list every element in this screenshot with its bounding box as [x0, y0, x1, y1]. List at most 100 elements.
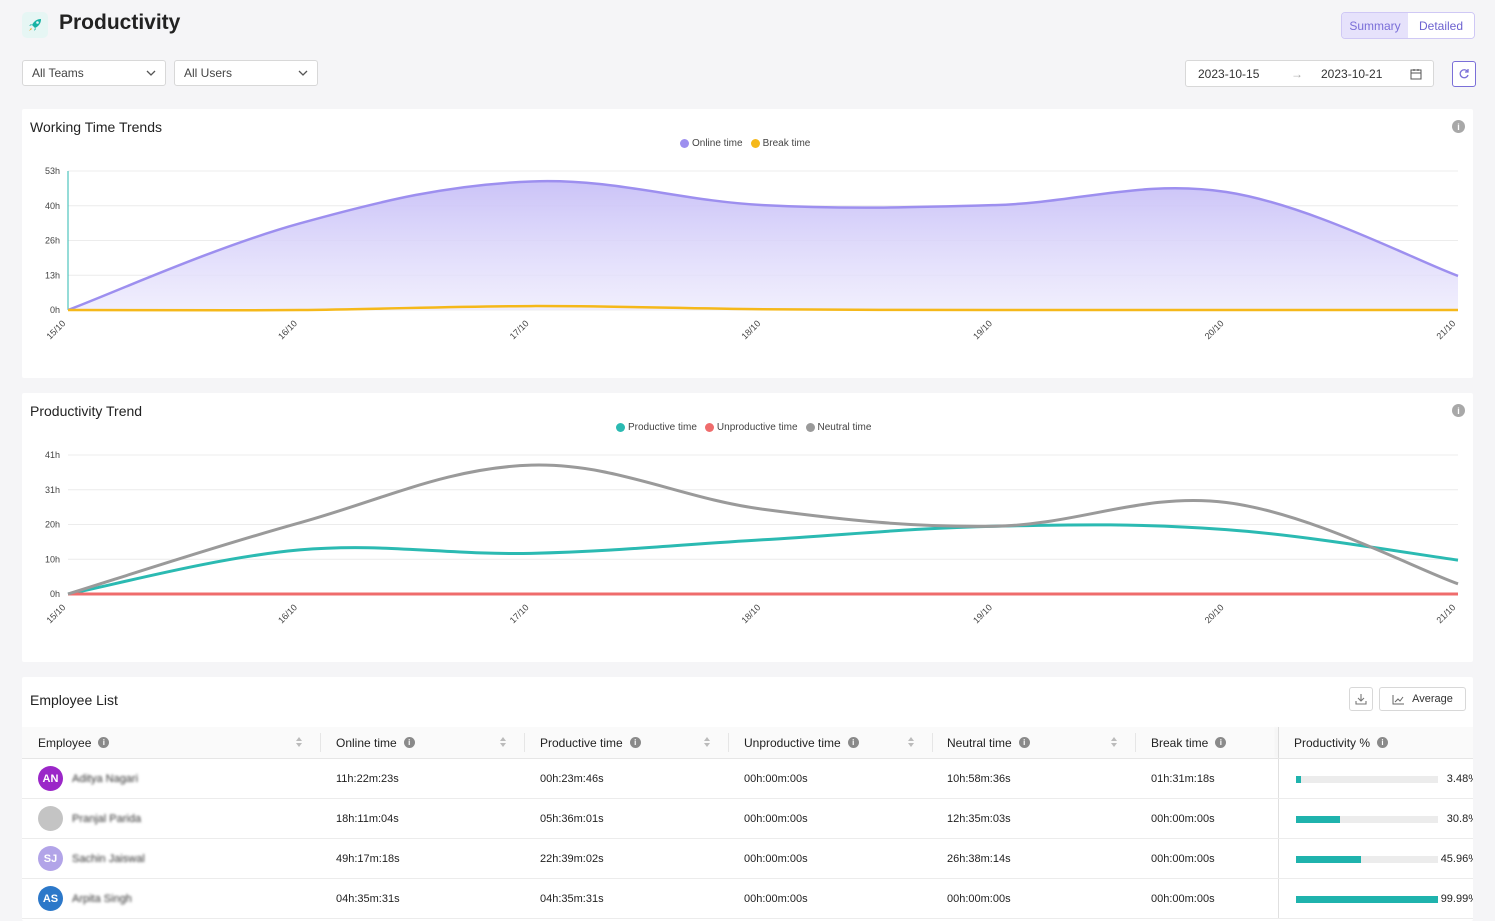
productivity-percent: 99.99% — [1440, 892, 1473, 905]
productive-time-cell: 04h:35m:31s — [540, 892, 604, 905]
neutral-time-cell: 26h:38m:14s — [947, 852, 1011, 865]
productivity-cell: 45.96% — [1278, 839, 1473, 878]
table-row[interactable]: Pranjal Parida 18h:11m:04s 05h:36m:01s 00h:… — [22, 799, 1473, 839]
summary-tab[interactable]: Summary — [1342, 13, 1408, 38]
employee-cell[interactable]: AS Arpita Singh — [38, 879, 132, 918]
info-icon[interactable]: i — [98, 737, 110, 748]
legend-break-time[interactable]: Break time — [750, 138, 810, 149]
calendar-icon — [1410, 69, 1422, 80]
column-employee[interactable]: Employee i — [38, 727, 110, 758]
info-icon[interactable]: i — [847, 737, 859, 748]
productivity-cell: 30.8% — [1278, 799, 1473, 838]
unproductive-time-cell: 00h:00m:00s — [744, 812, 808, 825]
column-break-time[interactable]: Break time i — [1151, 727, 1227, 758]
info-icon[interactable]: i — [1452, 404, 1465, 417]
sort-icon[interactable] — [907, 736, 915, 748]
employee-cell[interactable]: AN Aditya Nagari — [38, 759, 138, 798]
start-date[interactable]: 2023-10-15 — [1198, 67, 1260, 81]
legend-label: Unproductive time — [716, 422, 798, 433]
download-icon — [1355, 694, 1367, 705]
productivity-trend-chart: 0h 10h 20h 31h 41h 15/10 16/10 17/10 18/10 19/10 2… — [44, 450, 1459, 625]
info-icon[interactable]: i — [1215, 737, 1227, 748]
x-tick-label: 21/10 — [1434, 318, 1457, 341]
progress-bar-fill — [1296, 776, 1301, 783]
average-button[interactable]: Average — [1379, 687, 1466, 711]
x-tick-label: 17/10 — [508, 318, 531, 341]
progress-bar-track — [1296, 776, 1438, 783]
info-icon[interactable]: i — [629, 737, 641, 748]
info-icon[interactable]: i — [1377, 737, 1389, 748]
sort-icon[interactable] — [499, 736, 507, 748]
column-divider — [728, 733, 729, 752]
column-neutral-time[interactable]: Neutral time i — [947, 727, 1030, 758]
employee-name[interactable]: Sachin Jaiswal — [72, 852, 145, 865]
info-icon[interactable]: i — [1018, 737, 1030, 748]
column-divider — [320, 733, 321, 752]
progress-bar-fill — [1296, 896, 1438, 903]
working-time-legend: Online time Break time — [680, 138, 810, 149]
productivity-trend-card: Productivity Trend i Productive time Unp… — [22, 393, 1473, 662]
legend-productive-time[interactable]: Productive time — [616, 422, 697, 433]
employee-cell[interactable]: SJ Sachin Jaiswal — [38, 839, 145, 878]
legend-dot — [805, 423, 815, 432]
neutral-time-cell: 12h:35m:03s — [947, 812, 1011, 825]
unproductive-time-cell: 00h:00m:00s — [744, 772, 808, 785]
productivity-percent: 30.8% — [1446, 812, 1473, 825]
legend-label: Neutral time — [817, 422, 872, 433]
break-time-cell: 00h:00m:00s — [1151, 892, 1215, 905]
column-unproductive-time[interactable]: Unproductive time i — [744, 727, 859, 758]
break-time-cell: 00h:00m:00s — [1151, 812, 1215, 825]
column-productivity-pct[interactable]: Productivity % i — [1294, 727, 1389, 758]
column-productive-time[interactable]: Productive time i — [540, 727, 641, 758]
chevron-down-icon — [298, 70, 308, 76]
y-tick-label: 20h — [45, 520, 60, 530]
refresh-button[interactable] — [1452, 61, 1476, 87]
online-time-cell: 18h:11m:04s — [336, 812, 399, 825]
x-tick-label: 18/10 — [739, 318, 762, 341]
progress-bar-fill — [1296, 816, 1340, 823]
detailed-tab[interactable]: Detailed — [1408, 13, 1474, 38]
sort-icon[interactable] — [295, 736, 303, 748]
productivity-cell: 99.99% — [1278, 879, 1473, 918]
legend-neutral-time[interactable]: Neutral time — [805, 422, 872, 433]
table-row[interactable]: SJ Sachin Jaiswal 49h:17m:18s 22h:39m:02s 00… — [22, 839, 1473, 879]
series-line-productive-time — [67, 523, 1459, 596]
employee-name[interactable]: Arpita Singh — [72, 892, 132, 905]
legend-online-time[interactable]: Online time — [680, 138, 743, 149]
neutral-time-cell: 10h:58m:36s — [947, 772, 1011, 785]
employee-cell[interactable]: Pranjal Parida — [38, 799, 141, 838]
sort-icon[interactable] — [703, 736, 711, 748]
page-title: Productivity — [59, 11, 181, 34]
productivity-percent: 3.48% — [1446, 772, 1473, 785]
sort-icon[interactable] — [1110, 736, 1118, 748]
end-date[interactable]: 2023-10-21 — [1321, 67, 1383, 81]
break-time-cell: 00h:00m:00s — [1151, 852, 1215, 865]
productivity-trend-title: Productivity Trend — [30, 403, 143, 419]
series-line-neutral-time — [67, 463, 1459, 596]
progress-bar-fill — [1296, 856, 1362, 863]
table-row[interactable]: AS Arpita Singh 04h:35m:31s 04h:35m:31s 00h:… — [22, 879, 1473, 919]
avatar: AN — [38, 766, 63, 791]
date-range-picker[interactable]: 2023-10-15 → 2023-10-21 — [1185, 60, 1434, 87]
neutral-time-cell: 00h:00m:00s — [947, 892, 1011, 905]
date-separator: → — [1291, 67, 1303, 81]
column-online-time[interactable]: Online time i — [336, 727, 415, 758]
table-row[interactable]: AN Aditya Nagari 11h:22m:23s 00h:23m:46s 00h… — [22, 759, 1473, 799]
series-line-break-time — [67, 304, 1458, 312]
progress-bar-track — [1296, 856, 1438, 863]
y-tick-label: 40h — [45, 201, 60, 211]
info-icon[interactable]: i — [1452, 120, 1465, 133]
x-tick-label: 15/10 — [44, 602, 67, 625]
avatar: SJ — [38, 846, 63, 871]
table-header: Employee i Online time i Productive time i … — [22, 727, 1473, 759]
legend-unproductive-time[interactable]: Unproductive time — [704, 422, 798, 433]
online-time-cell: 11h:22m:23s — [336, 772, 399, 785]
employee-name[interactable]: Pranjal Parida — [72, 812, 142, 825]
column-label: Employee — [38, 735, 92, 750]
employee-name[interactable]: Aditya Nagari — [72, 772, 139, 785]
info-icon[interactable]: i — [403, 737, 415, 748]
download-button[interactable] — [1349, 687, 1373, 711]
users-select[interactable]: All Users — [174, 60, 318, 86]
teams-select[interactable]: All Teams — [22, 60, 166, 86]
column-divider — [1135, 733, 1136, 752]
